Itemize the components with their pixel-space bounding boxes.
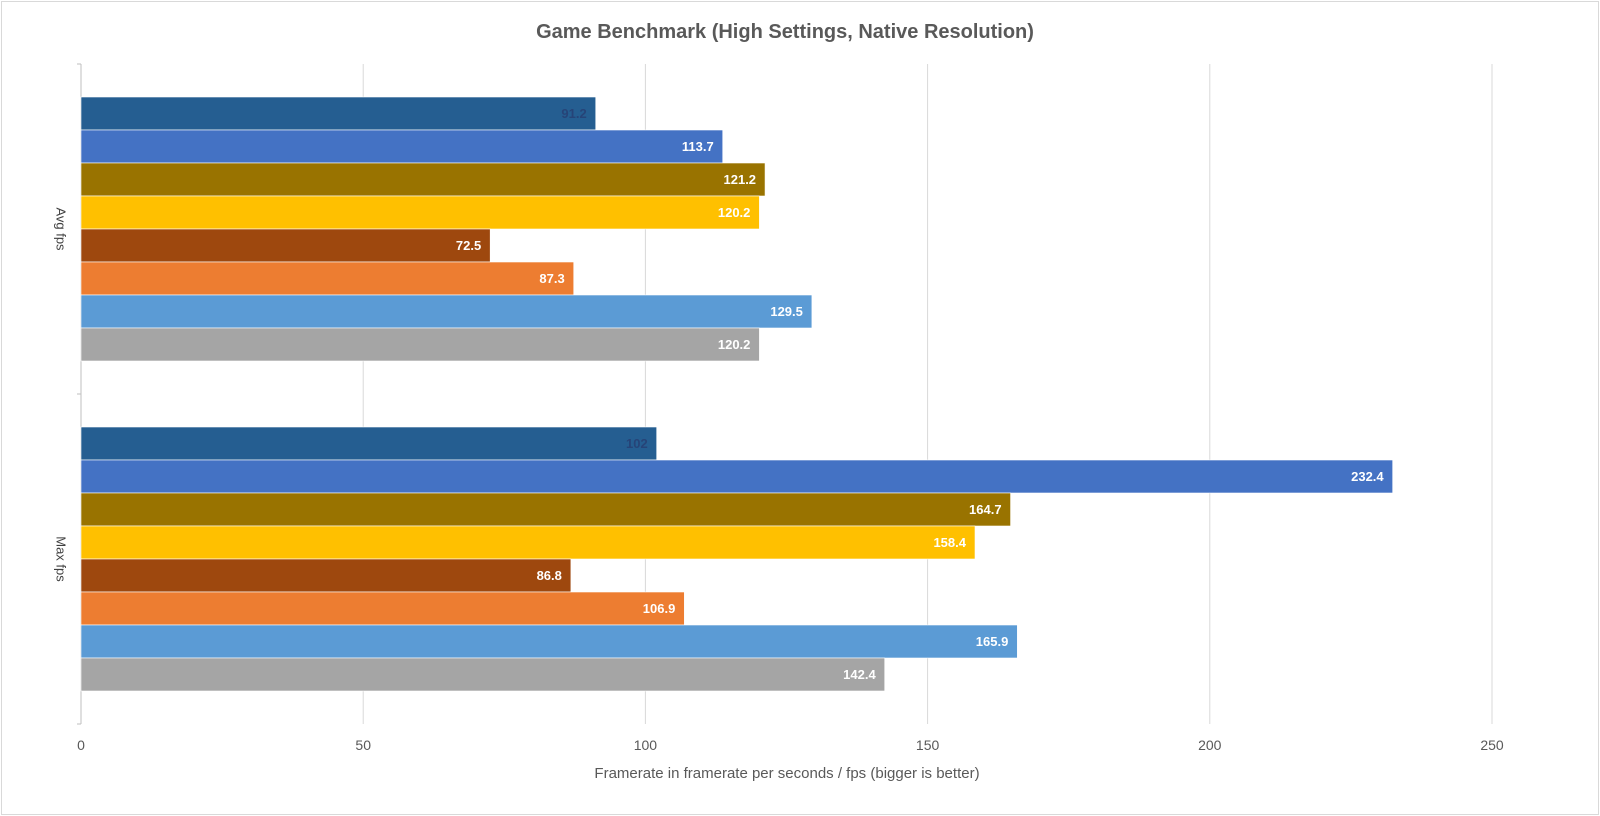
bar-1-0 xyxy=(80,426,657,461)
bar-0-3 xyxy=(80,195,760,230)
data-label-1-5: 106.9 xyxy=(643,601,676,616)
category-axis xyxy=(77,63,82,725)
bar-0-0 xyxy=(80,96,597,131)
data-label-0-1: 113.7 xyxy=(682,139,714,154)
data-label-0-5: 87.3 xyxy=(539,271,564,286)
x-tick-label-200: 200 xyxy=(1198,737,1222,753)
x-tick-label-50: 50 xyxy=(355,737,371,753)
data-label-0-4: 72.5 xyxy=(456,238,481,253)
data-label-1-4: 86.8 xyxy=(537,568,562,583)
bar-0-5 xyxy=(80,261,575,296)
data-label-0-0: 91.2 xyxy=(561,106,586,121)
data-label-1-2: 164.7 xyxy=(969,502,1002,517)
data-label-1-6: 165.9 xyxy=(976,634,1009,649)
category-label-1: Max fps xyxy=(54,536,69,582)
bar-1-1 xyxy=(80,459,1393,494)
bar-0-4 xyxy=(80,228,491,263)
bar-1-2 xyxy=(80,492,1011,527)
data-label-0-3: 120.2 xyxy=(718,205,751,220)
x-tick-label-250: 250 xyxy=(1480,737,1504,753)
bar-1-5 xyxy=(80,591,685,626)
bar-1-3 xyxy=(80,525,976,560)
x-axis-ticks: 0 50 100 150 200 250 xyxy=(77,737,1504,753)
x-tick-label-0: 0 xyxy=(77,737,85,753)
bar-0-6 xyxy=(80,294,813,329)
data-label-1-0: 102 xyxy=(626,436,648,451)
data-label-1-3: 158.4 xyxy=(933,535,966,550)
x-axis-title: Framerate in framerate per seconds / fps… xyxy=(594,765,979,782)
bar-0-7 xyxy=(80,327,760,362)
bar-1-4 xyxy=(80,558,572,593)
data-label-0-7: 120.2 xyxy=(718,337,751,352)
data-label-0-6: 129.5 xyxy=(770,304,803,319)
x-tick-label-100: 100 xyxy=(634,737,658,753)
data-label-0-2: 121.2 xyxy=(724,172,757,187)
data-labels: 91.2 113.7 121.2 120.2 72.5 87.3 129.5 120.2 102… xyxy=(456,106,1385,682)
bars xyxy=(80,96,1393,692)
chart-title: Game Benchmark (High Settings, Native Re… xyxy=(536,21,1034,43)
data-label-1-7: 142.4 xyxy=(843,667,876,682)
x-tick-label-150: 150 xyxy=(916,737,940,753)
category-labels: Avg fps Max fps xyxy=(54,207,69,582)
category-label-0: Avg fps xyxy=(54,207,69,251)
bar-1-7 xyxy=(80,657,886,692)
bar-0-1 xyxy=(80,129,724,164)
bar-0-2 xyxy=(80,162,766,197)
bar-1-6 xyxy=(80,624,1018,659)
data-label-1-1: 232.4 xyxy=(1351,469,1384,484)
